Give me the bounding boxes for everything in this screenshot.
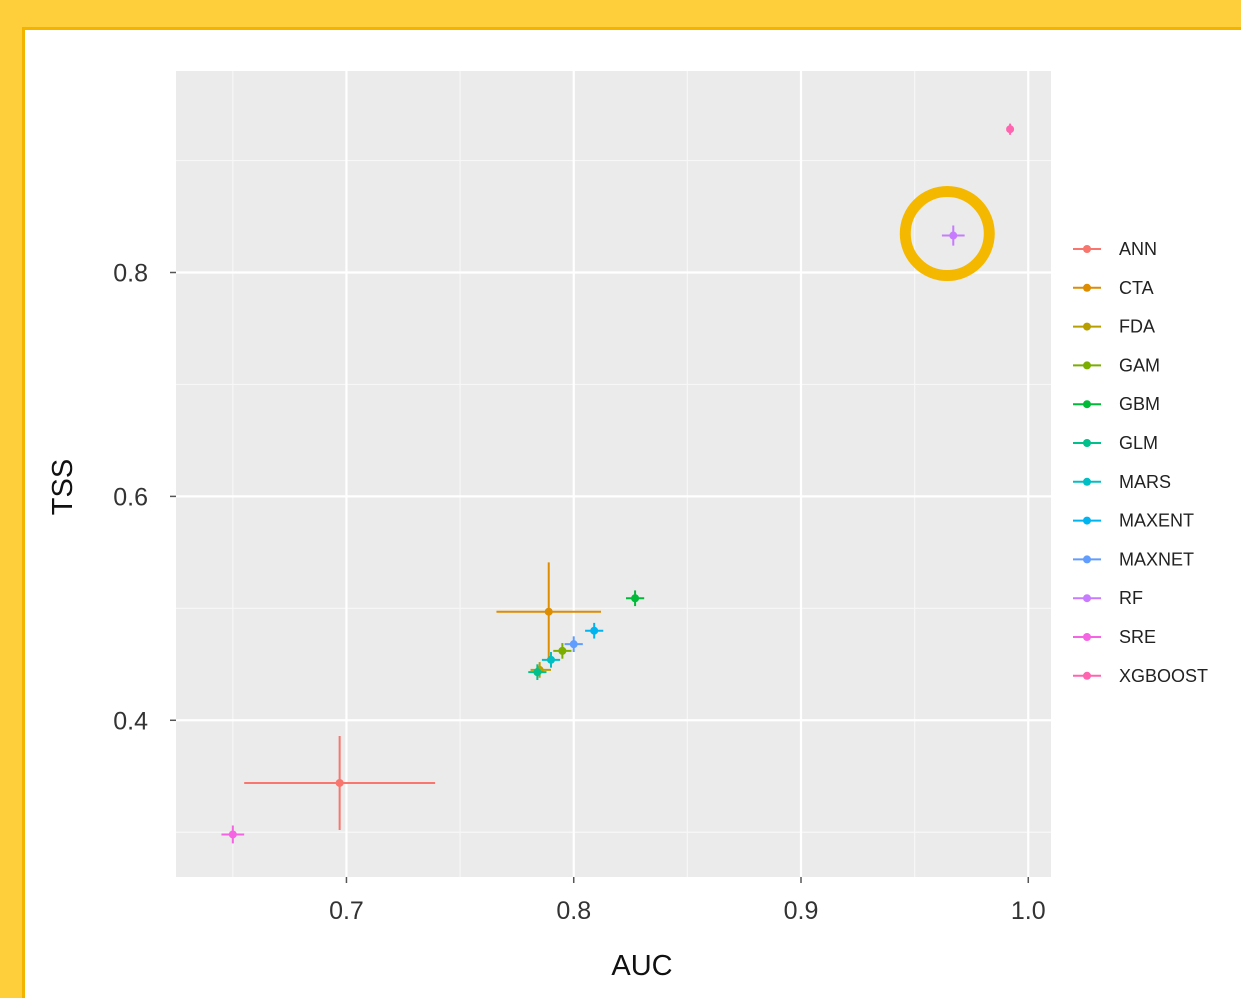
data-point: [335, 778, 344, 787]
legend-item-cta: CTA: [1073, 278, 1154, 298]
legend-key-point: [1083, 516, 1091, 525]
series-maxnet: [564, 636, 583, 652]
legend: ANN CTA FDA GAM GBM GLM MARS MAXENT MAXNET RF SRE X…: [1073, 239, 1208, 686]
legend-key-point: [1083, 400, 1091, 409]
data-point: [590, 626, 599, 635]
legend-item-sre: SRE: [1073, 627, 1156, 647]
legend-label: GAM: [1119, 355, 1160, 375]
legend-item-fda: FDA: [1073, 317, 1155, 337]
data-marks: [221, 123, 1015, 844]
data-point: [631, 594, 640, 603]
x-axis-title: AUC: [611, 950, 672, 982]
series-sre: [221, 825, 245, 844]
x-tick-label: 0.9: [784, 897, 819, 925]
legend-label: FDA: [1119, 317, 1155, 337]
legend-item-gam: GAM: [1073, 355, 1160, 375]
legend-label: CTA: [1119, 278, 1154, 298]
legend-item-glm: GLM: [1073, 433, 1158, 453]
legend-label: MARS: [1119, 472, 1171, 492]
legend-label: XGBOOST: [1119, 666, 1208, 686]
data-point: [558, 646, 567, 655]
legend-label: ANN: [1119, 239, 1157, 259]
legend-key-point: [1083, 361, 1091, 370]
data-point: [547, 655, 555, 664]
series-xgboost: [1006, 123, 1015, 135]
legend-label: GLM: [1119, 433, 1158, 453]
x-tick-label: 0.8: [556, 897, 591, 925]
major-gridlines: [176, 71, 1051, 877]
legend-key-point: [1083, 245, 1091, 253]
legend-label: SRE: [1119, 627, 1156, 647]
legend-item-maxnet: MAXNET: [1073, 549, 1194, 569]
y-tick-label: 0.6: [113, 483, 148, 511]
legend-item-mars: MARS: [1073, 472, 1171, 492]
data-point: [228, 830, 237, 839]
figure-panel: 0.7 0.8 0.9 1.0 0.4 0.6 0.8 AUC TSS ANN CTA FDA G…: [22, 27, 1241, 998]
series-glm: [528, 664, 547, 680]
legend-key-point: [1083, 555, 1091, 564]
series-mars: [541, 651, 561, 668]
legend-key-point: [1083, 671, 1091, 680]
x-tick-label: 0.7: [329, 897, 364, 925]
data-point: [569, 640, 578, 649]
legend-key-point: [1083, 633, 1091, 641]
legend-key-point: [1083, 439, 1091, 447]
data-point: [1006, 125, 1015, 134]
data-point: [544, 607, 553, 616]
legend-item-xgboost: XGBOOST: [1073, 666, 1208, 686]
legend-key-point: [1083, 477, 1091, 486]
legend-key-point: [1083, 594, 1091, 603]
legend-item-maxent: MAXENT: [1073, 511, 1194, 531]
scatter-chart: 0.7 0.8 0.9 1.0 0.4 0.6 0.8 AUC TSS ANN CTA FDA G…: [47, 71, 1208, 982]
legend-key-point: [1083, 283, 1091, 292]
highlight-layer: [899, 186, 995, 282]
legend-label: RF: [1119, 588, 1143, 608]
y-tick-label: 0.4: [113, 707, 148, 735]
series-gbm: [626, 590, 645, 607]
y-axis-title: TSS: [47, 459, 79, 515]
plot-background: [176, 71, 1051, 877]
x-tick-label: 1.0: [1011, 897, 1046, 925]
axes: 0.7 0.8 0.9 1.0 0.4 0.6 0.8: [113, 260, 1045, 926]
series-cta: [496, 562, 601, 659]
series-ann: [244, 735, 436, 830]
series-maxent: [585, 622, 604, 639]
legend-item-ann: ANN: [1073, 239, 1157, 259]
legend-item-gbm: GBM: [1073, 394, 1160, 414]
series-gam: [553, 643, 572, 659]
series-rf: [941, 225, 965, 246]
legend-item-rf: RF: [1073, 588, 1143, 608]
highlight-circle: [899, 186, 995, 282]
legend-label: GBM: [1119, 394, 1160, 414]
legend-key-point: [1083, 322, 1091, 331]
y-tick-label: 0.8: [113, 260, 148, 288]
data-point: [533, 668, 542, 677]
data-point: [949, 231, 958, 240]
legend-label: MAXNET: [1119, 549, 1194, 569]
legend-label: MAXENT: [1119, 511, 1194, 531]
